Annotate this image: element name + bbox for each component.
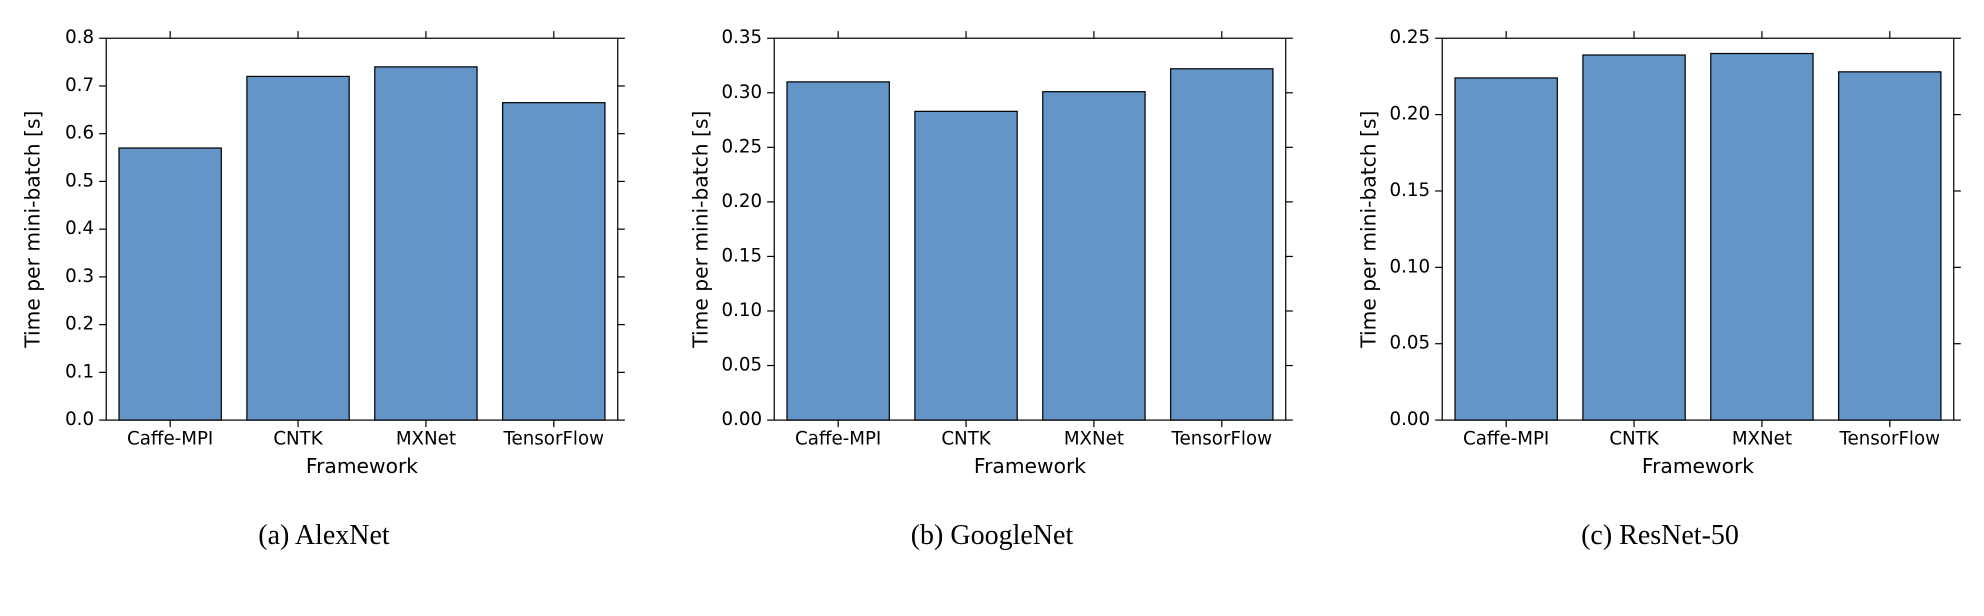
y-tick-label: 0.15 — [721, 245, 762, 266]
chart-wrap: 0.00 0.05 0.10 0.15 0.20 0.25 Caffe-MPI CNTK MXN… — [1346, 20, 1974, 486]
x-axis-label: Framework — [974, 454, 1086, 478]
x-tick-label: CNTK — [1609, 428, 1659, 449]
y-tick-label: 0.6 — [65, 123, 94, 144]
chart-wrap: 0.00 0.05 0.10 0.15 0.20 0.25 0.30 0.35 Caffe-MP… — [678, 20, 1306, 486]
y-tick-label: 0.0 — [65, 409, 94, 430]
bar-chart: 0.00 0.05 0.10 0.15 0.20 0.25 Caffe-MPI CNTK MXN… — [1346, 20, 1974, 486]
x-tick-label: TensorFlow — [503, 428, 605, 449]
y-tick-label: 0.05 — [721, 355, 762, 376]
x-tick-label: Caffe-MPI — [1463, 428, 1549, 449]
y-tick-label: 0.10 — [1389, 256, 1430, 277]
x-tick-label: Caffe-MPI — [795, 428, 881, 449]
bar — [375, 67, 477, 420]
y-tick-label: 0.30 — [721, 82, 762, 103]
y-tick-label: 0.3 — [65, 266, 94, 287]
y-tick-label: 0.2 — [65, 314, 94, 335]
y-tick-label: 0.25 — [1389, 27, 1430, 48]
y-tick-label: 0.20 — [1389, 104, 1430, 125]
y-tick-label: 0.25 — [721, 136, 762, 157]
bar — [1839, 72, 1941, 420]
y-axis-label: Time per mini-batch [s] — [688, 111, 712, 349]
x-tick-label: Caffe-MPI — [127, 428, 213, 449]
chart-wrap: 0.0 0.1 0.2 0.3 0.4 0.5 0.6 0.7 0.8 Caffe-MPI CNTK… — [10, 20, 638, 486]
x-tick-label: MXNet — [1064, 428, 1124, 449]
y-tick-label: 0.1 — [65, 361, 94, 382]
x-tick-label: TensorFlow — [1171, 428, 1273, 449]
chart-panel: 0.00 0.05 0.10 0.15 0.20 0.25 Caffe-MPI CNTK MXN… — [1346, 20, 1974, 552]
x-tick-label: CNTK — [941, 428, 991, 449]
y-tick-label: 0.00 — [1389, 409, 1430, 430]
bar — [787, 82, 889, 420]
panel-caption: (c) ResNet-50 — [1581, 520, 1739, 552]
y-tick-label: 0.7 — [65, 75, 94, 96]
x-tick-label: MXNet — [396, 428, 456, 449]
y-tick-label: 0.5 — [65, 170, 94, 191]
x-axis-label: Framework — [1642, 454, 1754, 478]
y-tick-label: 0.15 — [1389, 180, 1430, 201]
y-tick-label: 0.10 — [721, 300, 762, 321]
bar — [119, 148, 221, 420]
chart-panel: 0.0 0.1 0.2 0.3 0.4 0.5 0.6 0.7 0.8 Caffe-MPI CNTK… — [10, 20, 638, 552]
chart-panel: 0.00 0.05 0.10 0.15 0.20 0.25 0.30 0.35 Caffe-MP… — [678, 20, 1306, 552]
bar — [503, 103, 605, 420]
panel-caption: (b) GoogleNet — [911, 520, 1074, 552]
y-tick-label: 0.00 — [721, 409, 762, 430]
bar — [1455, 78, 1557, 420]
y-tick-label: 0.20 — [721, 191, 762, 212]
bar-chart: 0.0 0.1 0.2 0.3 0.4 0.5 0.6 0.7 0.8 Caffe-MPI CNTK… — [10, 20, 638, 486]
bar — [1711, 54, 1813, 421]
bar-chart: 0.00 0.05 0.10 0.15 0.20 0.25 0.30 0.35 Caffe-MP… — [678, 20, 1306, 486]
bar — [1043, 92, 1145, 420]
y-axis-label: Time per mini-batch [s] — [1356, 111, 1380, 349]
chart-row: 0.0 0.1 0.2 0.3 0.4 0.5 0.6 0.7 0.8 Caffe-MPI CNTK… — [10, 20, 1974, 552]
bar — [1583, 55, 1685, 420]
x-tick-label: CNTK — [273, 428, 323, 449]
y-tick-label: 0.05 — [1389, 333, 1430, 354]
panel-caption: (a) AlexNet — [258, 520, 389, 552]
bar — [1171, 69, 1273, 420]
x-tick-label: MXNet — [1732, 428, 1792, 449]
y-axis-label: Time per mini-batch [s] — [20, 111, 44, 349]
y-tick-label: 0.4 — [65, 218, 94, 239]
y-tick-label: 0.8 — [65, 27, 94, 48]
y-tick-label: 0.35 — [721, 27, 762, 48]
x-axis-label: Framework — [306, 454, 418, 478]
x-tick-label: TensorFlow — [1839, 428, 1941, 449]
bar — [247, 76, 349, 420]
bar — [915, 111, 1017, 420]
